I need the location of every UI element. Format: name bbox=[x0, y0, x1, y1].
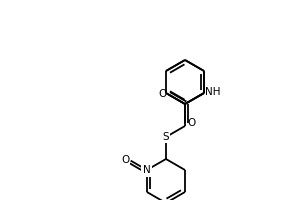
Text: S: S bbox=[163, 132, 169, 142]
Text: O: O bbox=[122, 155, 130, 165]
Text: N: N bbox=[143, 165, 151, 175]
Text: NH: NH bbox=[205, 87, 220, 97]
Text: O: O bbox=[159, 89, 167, 99]
Text: O: O bbox=[187, 118, 195, 128]
